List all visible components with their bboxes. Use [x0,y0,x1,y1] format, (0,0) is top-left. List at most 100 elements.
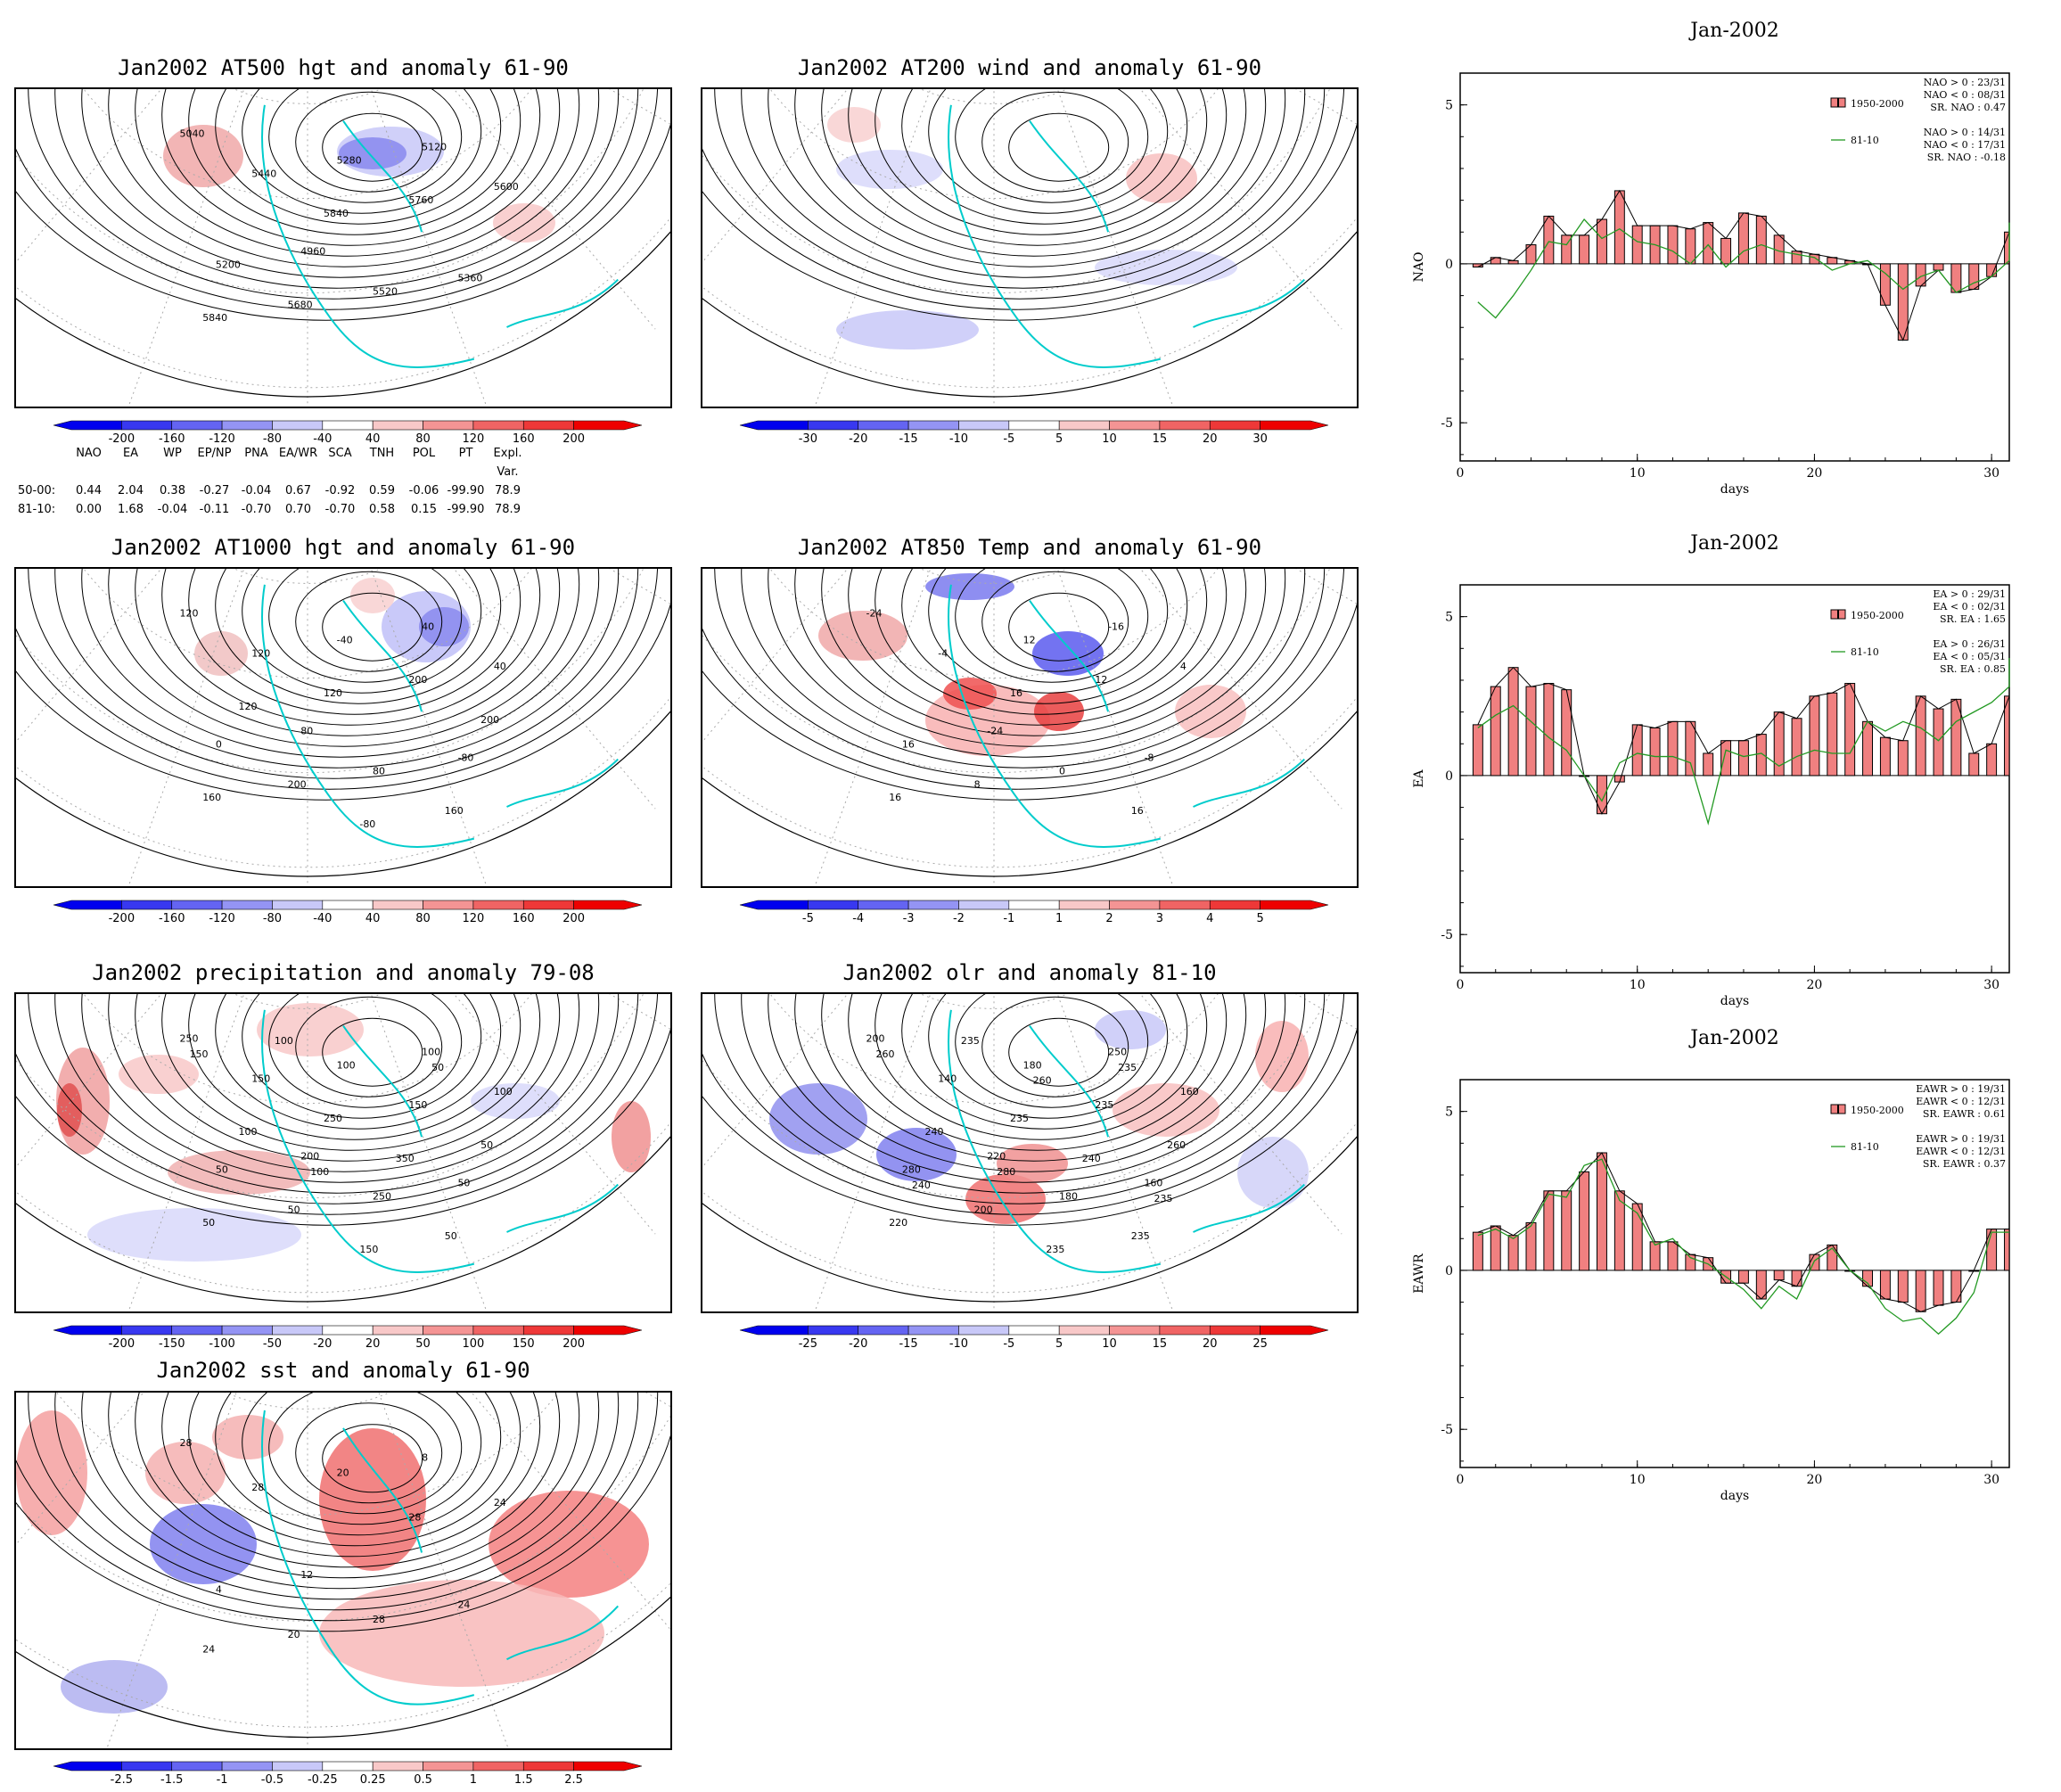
colorbar-segment [1159,420,1211,431]
anomaly-shade [168,1150,310,1195]
index-cell: 78.9 [495,484,521,497]
bar [1968,752,1980,777]
bar [1986,1229,1998,1271]
colorbar-tick-label: -200 [109,432,135,446]
meridian [814,569,932,886]
contour-label: 20 [337,1467,349,1478]
colorbar-segment [322,1325,374,1336]
bar [2004,695,2010,777]
colorbar-tick-label: 20 [365,1337,381,1351]
contour-line [821,89,1247,257]
contour-label: 5440 [251,168,276,179]
colorbar-tick-label: -15 [899,1337,917,1351]
bar [1561,1190,1572,1271]
colorbar-segment [858,900,909,910]
meridian [814,994,932,1311]
anomaly-shade [1095,1010,1166,1049]
contour-line [161,569,541,726]
meridian [127,89,245,407]
anomaly-shade [1126,153,1197,203]
colorbar-segment [808,1325,859,1336]
bar [1579,234,1590,265]
contour-line [322,592,423,662]
colorbar-tick-label: 10 [1102,432,1117,446]
hemisphere-edge [16,1596,670,1739]
index-row-50-00: 50-00: 0.44 2.04 0.38 -0.27 -0.04 0.67 -0.92 0.5… [18,481,529,500]
contour-line [161,89,541,246]
colorbar-segment [573,1761,643,1771]
contour-label: 260 [1167,1139,1186,1151]
colorbar-tick-label: 200 [562,912,585,925]
contour-label: -40 [337,634,353,645]
colorbar-segment [573,900,643,910]
latitude-circle [702,994,1331,1199]
contour-line [714,994,1326,1204]
colorbar-tick-label: -120 [209,912,235,925]
index-cell: 0.38 [160,484,185,497]
contour-line [16,994,659,1215]
bar [1631,724,1643,777]
colorbar-segment [1209,900,1260,910]
contour-line [741,569,1306,769]
contour-line [242,89,482,214]
contour-label: 250 [324,1113,342,1124]
colorbar-tick-label: -100 [209,1337,235,1351]
bar [1597,1152,1607,1271]
index-row-label: 50-00: [18,484,56,497]
bar [1543,683,1555,777]
colorbar-tick-label: -120 [209,432,235,446]
contour-line [161,994,541,1151]
contour-line [108,89,580,267]
anomaly-shade [943,678,997,710]
anomaly-shade [61,1660,168,1714]
legend-bar-swatch-mark [1837,610,1839,619]
colorbar-tick-label: 3 [1156,912,1163,925]
contour-label: 235 [1010,1113,1029,1124]
contour-label: 50 [445,1230,457,1242]
colorbar-segment [1260,900,1329,910]
colorbar-segment [372,420,423,431]
y-tick-label: -5 [1441,1423,1453,1437]
y-tick-label: 5 [1445,611,1453,625]
contour-line [108,569,580,747]
bar [1933,263,1944,271]
contour-line [54,569,620,769]
bar [1755,734,1767,777]
index-cell: 78.9 [495,503,521,516]
bar [1685,228,1696,265]
colorbar-segment [272,420,324,431]
legend-line-stat: SR. EAWR : 0.37 [1923,1158,2006,1170]
contour-label: -80 [457,752,473,763]
contour-line [268,89,463,203]
anomaly-shade [612,1101,651,1172]
contour-line [135,994,561,1162]
bar [1507,667,1519,777]
map-title: Jan2002 AT850 Temp and anomaly 61-90 [797,535,1262,560]
meridian [370,994,488,1311]
y-axis-label: NAO [1412,252,1426,283]
contour-label: 100 [494,1086,513,1097]
legend-bar-swatch-mark [1837,1105,1839,1114]
latitude-circle [16,569,645,774]
colorbar-segment [739,1325,809,1336]
anomaly-shade [319,1428,426,1571]
contour-label: 240 [912,1180,931,1191]
colorbar-tick-label: -40 [313,912,332,925]
bar [1915,695,1926,777]
colorbar-segment [53,900,122,910]
hemisphere-edge [702,1136,1357,1303]
index-cell: PNA [244,447,268,460]
contour-line [702,994,1345,1215]
meridian [16,569,162,743]
contour-line [928,994,1169,1119]
index-cell: PT [458,447,473,460]
map-title: Jan2002 precipitation and anomaly 79-08 [92,960,595,985]
colorbar-segment [121,900,173,910]
colorbar-tick-label: 80 [415,912,431,925]
contour-label: 5840 [324,208,349,219]
colorbar-tick-label: 120 [462,912,484,925]
index-cell: 0.44 [76,484,102,497]
bar [1685,720,1696,777]
meridian [453,569,656,810]
colorbar-segment [907,900,959,910]
